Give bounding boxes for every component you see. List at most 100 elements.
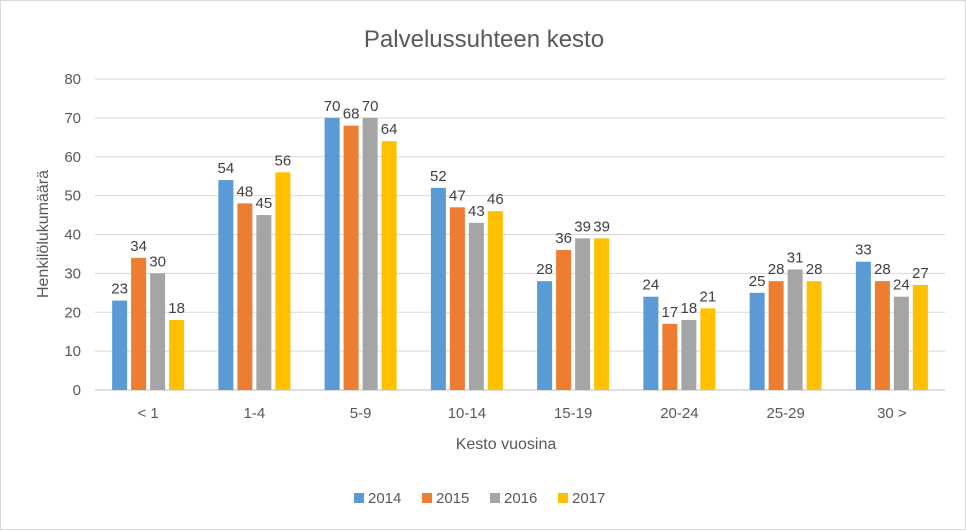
x-tick-label: < 1 bbox=[137, 405, 158, 422]
bar-2017 bbox=[594, 238, 610, 390]
x-tick-label: 5-9 bbox=[350, 405, 372, 422]
data-label: 64 bbox=[381, 121, 398, 138]
data-label: 39 bbox=[593, 218, 610, 235]
legend: 2014 2015 2016 2017 bbox=[354, 490, 605, 507]
bar-2017 bbox=[487, 211, 503, 390]
data-label: 34 bbox=[130, 238, 147, 255]
data-label: 56 bbox=[275, 152, 292, 169]
y-tick-label: 0 bbox=[73, 382, 81, 399]
legend-swatch bbox=[490, 493, 500, 503]
legend-label: 2017 bbox=[572, 490, 605, 507]
bar-2014 bbox=[537, 281, 553, 390]
bar-2017 bbox=[275, 172, 291, 390]
y-tick-label: 40 bbox=[64, 227, 81, 244]
bar-2015 bbox=[131, 257, 147, 390]
bar-2014 bbox=[643, 296, 659, 390]
data-label: 25 bbox=[749, 273, 766, 290]
x-tick-label: 25-29 bbox=[766, 405, 804, 422]
chart-title: Palvelussuhteen kesto bbox=[364, 26, 604, 53]
data-label: 54 bbox=[218, 160, 235, 177]
bar-2016 bbox=[681, 320, 697, 390]
bar-2015 bbox=[768, 281, 784, 390]
data-label: 68 bbox=[343, 106, 360, 123]
data-label: 30 bbox=[149, 253, 166, 270]
data-label: 21 bbox=[700, 288, 717, 305]
y-tick-label: 70 bbox=[64, 110, 81, 127]
x-axis-ticks: < 1 1-4 5-9 10-14 15-19 20-24 25-29 30 > bbox=[137, 405, 906, 422]
data-label: 28 bbox=[806, 261, 823, 278]
bar-2014 bbox=[324, 117, 340, 390]
y-axis-label: Henkilölukumäärä bbox=[35, 170, 52, 298]
x-axis-label: Kesto vuosina bbox=[456, 436, 557, 453]
data-label: 27 bbox=[912, 265, 929, 282]
x-tick-label: 30 > bbox=[877, 405, 907, 422]
bar-2015 bbox=[237, 203, 253, 390]
y-axis-ticks: 0 10 20 30 40 50 60 70 80 bbox=[64, 71, 81, 399]
data-label: 70 bbox=[362, 98, 379, 115]
bar-2015 bbox=[874, 281, 890, 390]
bar-2017 bbox=[912, 285, 928, 390]
data-label: 47 bbox=[449, 187, 466, 204]
y-tick-label: 10 bbox=[64, 343, 81, 360]
data-label: 52 bbox=[430, 168, 447, 185]
x-tick-label: 10-14 bbox=[448, 405, 486, 422]
data-label: 46 bbox=[487, 191, 504, 208]
bar-2017 bbox=[806, 281, 822, 390]
data-label: 39 bbox=[574, 218, 591, 235]
legend-label: 2016 bbox=[504, 490, 537, 507]
data-label: 24 bbox=[643, 277, 660, 294]
legend-label: 2014 bbox=[368, 490, 401, 507]
bar-2016 bbox=[787, 269, 803, 390]
data-label: 31 bbox=[787, 249, 804, 266]
y-tick-label: 30 bbox=[64, 265, 81, 282]
data-label: 33 bbox=[855, 242, 872, 259]
bar-2015 bbox=[662, 323, 678, 390]
data-label: 45 bbox=[256, 195, 273, 212]
gridlines bbox=[95, 78, 945, 391]
bar-2016 bbox=[468, 222, 484, 390]
data-label: 28 bbox=[874, 261, 891, 278]
bar-2014 bbox=[112, 300, 128, 390]
bar-2015 bbox=[343, 125, 359, 391]
data-label: 17 bbox=[662, 304, 679, 321]
legend-swatch bbox=[558, 493, 568, 503]
bar-2016 bbox=[575, 238, 591, 390]
data-label: 28 bbox=[536, 261, 553, 278]
x-tick-label: 15-19 bbox=[554, 405, 592, 422]
bar-2016 bbox=[256, 215, 272, 390]
x-tick-label: 20-24 bbox=[660, 405, 698, 422]
legend-label: 2015 bbox=[436, 490, 469, 507]
bar-2014 bbox=[430, 187, 446, 390]
bars bbox=[112, 117, 928, 391]
bar-2014 bbox=[749, 292, 765, 390]
bar-2015 bbox=[556, 250, 572, 390]
bar-2017 bbox=[700, 308, 716, 390]
x-tick-label: 1-4 bbox=[244, 405, 266, 422]
data-label: 18 bbox=[681, 300, 698, 317]
data-label: 70 bbox=[324, 98, 341, 115]
bar-2017 bbox=[169, 320, 185, 390]
data-label: 48 bbox=[237, 183, 254, 200]
data-label: 43 bbox=[468, 203, 485, 220]
bar-2016 bbox=[362, 117, 378, 390]
legend-swatch bbox=[422, 493, 432, 503]
bar-2014 bbox=[218, 180, 234, 390]
bar-2016 bbox=[893, 296, 909, 390]
y-tick-label: 50 bbox=[64, 188, 81, 205]
y-tick-label: 20 bbox=[64, 304, 81, 321]
bar-2017 bbox=[381, 141, 397, 390]
bar-2014 bbox=[855, 261, 871, 390]
legend-swatch bbox=[354, 493, 364, 503]
y-tick-label: 60 bbox=[64, 149, 81, 166]
data-label: 18 bbox=[168, 300, 185, 317]
data-label: 28 bbox=[768, 261, 785, 278]
data-label: 24 bbox=[893, 277, 910, 294]
bar-2016 bbox=[150, 273, 166, 390]
data-label: 36 bbox=[555, 230, 572, 247]
data-label: 23 bbox=[111, 281, 128, 298]
y-tick-label: 80 bbox=[64, 71, 81, 88]
bar-2015 bbox=[449, 207, 465, 390]
